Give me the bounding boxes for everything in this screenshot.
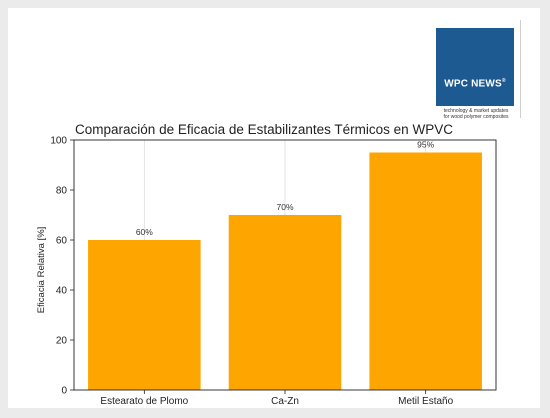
logo-title: WPC NEWS (444, 78, 502, 90)
chart-frame: Comparación de Eficacia de Estabilizante… (8, 8, 540, 408)
x-tick-label: Ca-Zn (271, 396, 299, 407)
bar (228, 215, 342, 390)
logo-badge: WPC NEWS® (436, 28, 514, 106)
y-tick-label: 40 (56, 286, 68, 297)
y-axis-label: Eficacia Relativa [%] (36, 227, 47, 314)
x-tick-label: Estearato de Plomo (100, 396, 188, 407)
y-tick-label: 100 (50, 136, 67, 147)
registered-mark: ® (501, 78, 506, 84)
logo-tagline-1: technology & market updates (443, 108, 509, 114)
data-label: 95% (417, 140, 434, 150)
data-label: 60% (136, 227, 153, 237)
logo-tagline-2: for wood polymer composites (443, 114, 509, 120)
y-tick-label: 20 (56, 336, 68, 347)
y-tick-label: 0 (61, 386, 67, 397)
y-tick-label: 80 (56, 186, 68, 197)
bar (88, 240, 201, 390)
bar (369, 152, 482, 390)
bar-chart: Comparación de Eficacia de Estabilizante… (36, 122, 497, 407)
y-tick-label: 60 (56, 236, 68, 247)
wpc-news-logo: WPC NEWS® technology & market updates fo… (432, 20, 521, 120)
data-label: 70% (276, 202, 293, 212)
chart-title: Comparación de Eficacia de Estabilizante… (75, 122, 453, 137)
x-tick-label: Metil Estaño (398, 396, 453, 407)
